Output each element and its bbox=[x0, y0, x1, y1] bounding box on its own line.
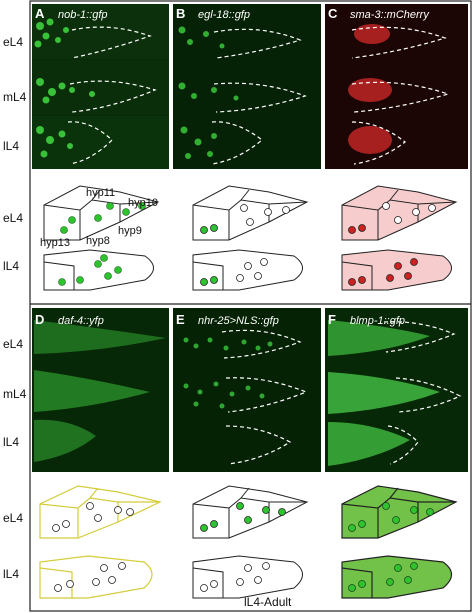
panel-A-nuclei bbox=[58, 202, 146, 286]
stage-label-mL4-top: mL4 bbox=[3, 90, 27, 104]
panel-F-letter: F bbox=[328, 312, 336, 327]
panel-F-gene-label: blmp-1::gfp bbox=[350, 315, 405, 327]
stage-label-lL4-bottom: lL4 bbox=[3, 435, 19, 449]
stage-label-eL4-top: eL4 bbox=[3, 35, 23, 49]
panel-B-nuclei bbox=[200, 204, 290, 286]
stage-label-eL4-bottom: eL4 bbox=[3, 337, 23, 351]
panel-B-letter: B bbox=[176, 6, 185, 21]
panel-D-micrographs bbox=[32, 308, 169, 472]
schematic-stage-lL4-bottom: lL4 bbox=[3, 567, 19, 581]
hyp-label-hyp8: hyp8 bbox=[86, 235, 110, 247]
panel-D-letter: D bbox=[35, 312, 44, 327]
hyp-label-hyp11: hyp11 bbox=[86, 187, 115, 199]
stage-label-lL4-top: lL4 bbox=[3, 139, 19, 153]
schematic-stage-lL4-top: lL4 bbox=[3, 259, 19, 273]
panel-E-micrographs bbox=[173, 308, 321, 472]
schematic-stage-eL4-bottom: eL4 bbox=[3, 511, 23, 525]
panel-A-micrographs bbox=[32, 4, 169, 169]
panel-A-schematics bbox=[43, 185, 160, 291]
panel-E-nuclei bbox=[200, 502, 286, 592]
panel-C-micrographs bbox=[325, 4, 468, 169]
panel-B-schematics bbox=[192, 185, 309, 291]
panel-C-letter: C bbox=[328, 6, 338, 21]
panel-D-schematics bbox=[39, 485, 162, 599]
schematic-stage-eL4-top: eL4 bbox=[3, 211, 23, 225]
panel-F-nuclei bbox=[348, 502, 434, 592]
panel-F-schematics bbox=[341, 485, 458, 599]
panel-D-nuclei bbox=[52, 502, 134, 592]
panel-C-gene-label: sma-3::mCherry bbox=[350, 9, 430, 21]
lL4-adult-note: lL4-Adult bbox=[244, 595, 292, 609]
panel-F-micrographs bbox=[325, 308, 468, 472]
panel-C-schematics bbox=[341, 185, 458, 291]
panel-D-gene-label: daf-4::yfp bbox=[58, 315, 104, 327]
hyp-label-hyp9: hyp9 bbox=[118, 225, 142, 237]
panel-E-gene-label: nhr-25>NLS::gfp bbox=[198, 315, 279, 327]
panel-A-gene-label: nob-1::gfp bbox=[58, 9, 108, 21]
stage-label-mL4-bottom: mL4 bbox=[3, 387, 27, 401]
panel-B-gene-label: egl-18::gfp bbox=[198, 9, 250, 21]
panel-A-letter: A bbox=[35, 6, 45, 21]
hyp-label-hyp10: hyp10 bbox=[128, 197, 158, 209]
panel-C-nuclei bbox=[348, 202, 436, 286]
hyp-label-hyp13: hyp13 bbox=[40, 237, 70, 249]
panel-E-schematics bbox=[192, 485, 309, 599]
panel-E-letter: E bbox=[176, 312, 185, 327]
panel-B-micrographs bbox=[173, 4, 321, 169]
figure-frame bbox=[29, 0, 472, 612]
